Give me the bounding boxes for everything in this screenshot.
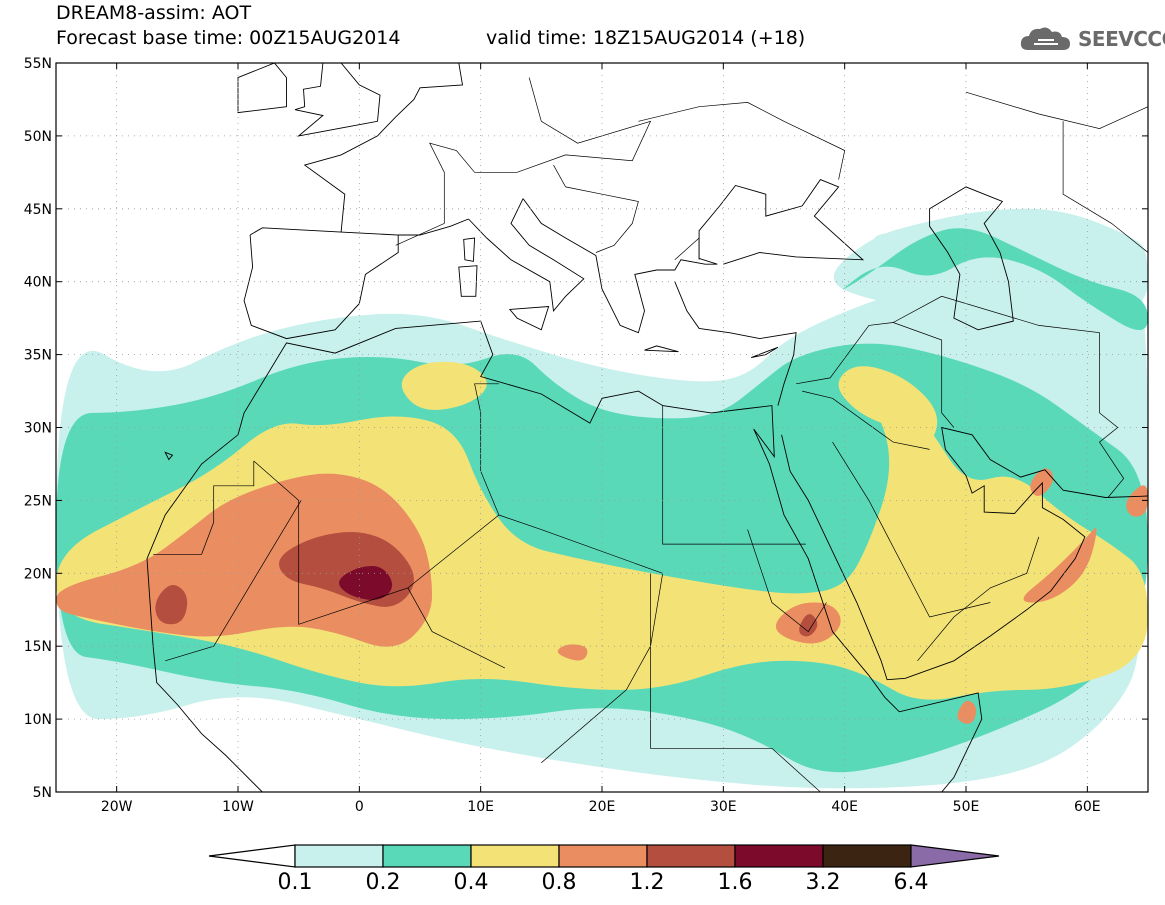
- aot-band-0-4-iraq: [838, 366, 938, 443]
- logo-text: SEEVCCC: [1078, 27, 1165, 51]
- lat-label: 20N: [24, 566, 52, 582]
- sardinia: [458, 265, 478, 297]
- aot-band-0-8-sudan: [557, 644, 588, 661]
- country-border: [553, 164, 639, 253]
- aot-band-1-2-mauritania: [155, 584, 188, 625]
- country-border: [650, 573, 821, 792]
- lon-label: 30E: [710, 799, 737, 815]
- seevccc-logo: SEEVCCC: [1018, 24, 1165, 54]
- lon-label: 50E: [953, 799, 980, 815]
- colorbar-label: 0.2: [366, 870, 401, 895]
- arabia-coast: [781, 426, 1148, 681]
- coastlines: [146, 63, 1148, 792]
- colorbar-segment: [646, 844, 736, 868]
- colorbar-label: 1.2: [630, 870, 665, 895]
- colorbar-label: 1.6: [718, 870, 753, 895]
- lat-label: 35N: [24, 348, 52, 364]
- country-border: [253, 460, 506, 669]
- aot-field: [56, 208, 1148, 789]
- aot-band-0-1-caspian: [833, 208, 1148, 322]
- colorbar-segment: [470, 844, 560, 868]
- colorbar-segment: [558, 844, 648, 868]
- valid-time: valid time: 18Z15AUG2014 (+18): [486, 27, 806, 49]
- lon-label: 20E: [589, 799, 616, 815]
- country-border: [965, 91, 1148, 129]
- france-coast: [398, 218, 469, 236]
- ireland-coast: [237, 63, 287, 114]
- colorbar-min-arrow: [208, 844, 296, 868]
- colorbar-max-arrow: [910, 844, 1000, 868]
- colorbar-label: 3.2: [806, 870, 841, 895]
- colorbar: 0.1 0.2 0.4 0.8 1.2 1.6 3.2 6.4: [208, 844, 1000, 895]
- nw-europe-coast: [303, 63, 487, 233]
- country-border: [395, 77, 652, 246]
- lat-label: 30N: [24, 421, 52, 437]
- anatolia-coast: [674, 281, 797, 406]
- lat-label: 5N: [33, 785, 52, 801]
- corsica: [463, 237, 476, 262]
- colorbar-label: 6.4: [894, 870, 929, 895]
- aot-band-0-8-somalia: [957, 700, 977, 724]
- colorbar-segment: [822, 844, 912, 868]
- aot-band-0-1-balkan: [872, 233, 902, 258]
- canaries: [164, 451, 174, 461]
- aot-band-0-4-libya: [401, 361, 487, 411]
- aot-band-0-8-oman: [1023, 527, 1097, 603]
- country-border: [832, 441, 991, 618]
- grid-lines: [56, 63, 1148, 792]
- cyprus: [751, 346, 779, 358]
- lat-label: 45N: [24, 202, 52, 218]
- lat-label: 50N: [24, 129, 52, 145]
- lon-label: 0: [355, 799, 364, 815]
- lon-label: 40E: [831, 799, 858, 815]
- lon-label: 60E: [1074, 799, 1101, 815]
- lon-label: 10W: [222, 799, 254, 815]
- axis-ticks: 5N 10N 15N 20N 25N 30N 35N 40N 45N 50N 55N 20W 10W 0 1…: [24, 56, 1148, 815]
- lat-label: 25N: [24, 493, 52, 509]
- country-border: [893, 295, 1100, 413]
- country-border: [1062, 121, 1148, 253]
- map-title: DREAM8-assim: AOT: [56, 2, 252, 24]
- country-border: [662, 405, 806, 545]
- lat-label: 10N: [24, 712, 52, 728]
- uk-coast: [294, 63, 381, 137]
- crete: [644, 345, 679, 353]
- lat-label: 40N: [24, 275, 52, 291]
- colorbar-label: 0.8: [542, 870, 577, 895]
- country-border: [165, 500, 302, 662]
- colorbar-segment: [382, 844, 472, 868]
- lon-label: 10E: [467, 799, 494, 815]
- lon-label: 20W: [101, 799, 133, 815]
- country-border: [747, 529, 827, 633]
- colorbar-segment: [294, 844, 384, 868]
- aot-band-1-2-ethiopia: [799, 614, 818, 637]
- balkan-coast: [522, 179, 865, 334]
- country-border: [498, 514, 664, 764]
- italy-coast: [468, 198, 585, 312]
- caspian-coast: [929, 186, 1014, 331]
- colorbar-label: 0.4: [454, 870, 489, 895]
- forecast-base-time: Forecast base time: 00Z15AUG2014: [56, 27, 401, 49]
- colorbar-label: 0.1: [278, 870, 313, 895]
- colorbar-segment: [734, 844, 824, 868]
- country-border: [153, 461, 255, 555]
- lat-label: 15N: [24, 639, 52, 655]
- country-border: [674, 237, 700, 261]
- aot-band-1-6-core: [339, 566, 393, 601]
- cloud-icon: [1020, 27, 1070, 50]
- lat-label: 55N: [24, 56, 52, 72]
- aot-band-0-8-iran: [1126, 485, 1148, 517]
- country-border: [638, 102, 846, 180]
- country-border: [407, 383, 500, 589]
- africa-south-coast: [152, 646, 263, 792]
- aot-band-0-2-caspian: [842, 228, 1148, 331]
- sicily: [508, 306, 550, 331]
- country-border: [802, 390, 930, 450]
- country-border: [917, 536, 1040, 662]
- country-border: [1099, 412, 1125, 498]
